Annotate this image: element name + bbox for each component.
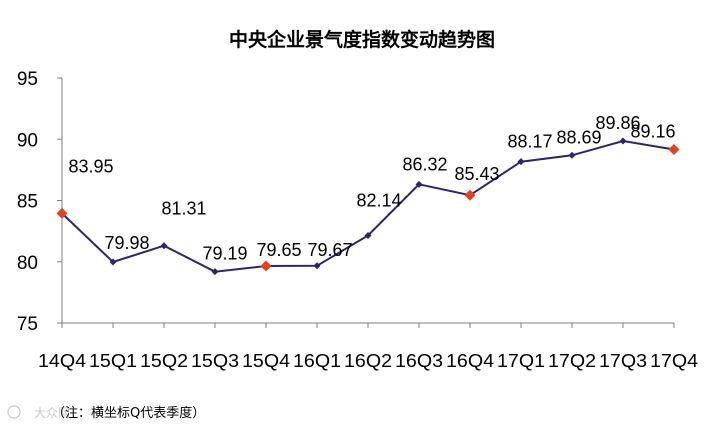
- highlight-marker: [260, 260, 272, 272]
- x-tick-label: 16Q2: [344, 351, 392, 371]
- y-tick-label: 75: [17, 314, 38, 335]
- data-label: 81.31: [161, 199, 206, 219]
- y-tick-label: 90: [17, 130, 38, 151]
- data-marker: [568, 151, 576, 159]
- highlight-marker: [668, 144, 680, 156]
- data-label: 88.17: [507, 132, 552, 152]
- data-label: 79.98: [104, 233, 149, 253]
- x-tick-label: 17Q3: [599, 351, 647, 371]
- watermark-text: 大众网: [34, 406, 70, 420]
- data-marker: [211, 268, 219, 276]
- x-tick-label: 17Q1: [497, 351, 545, 371]
- data-label: 83.95: [68, 156, 113, 176]
- watermark: 大众网: [7, 405, 70, 420]
- data-labels: 83.95 79.98 81.31 79.19 79.65 79.67 82.1486.32…: [68, 113, 675, 264]
- x-tick-label: 16Q4: [446, 351, 494, 371]
- data-markers: [56, 137, 680, 276]
- y-tick-label: 80: [17, 253, 38, 274]
- data-label: 88.69: [556, 127, 601, 147]
- data-marker: [619, 137, 627, 145]
- watermark-icon: [7, 405, 21, 419]
- axis-note: （注：横坐标Q代表季度）: [52, 405, 205, 421]
- x-tick-label: 15Q3: [191, 351, 239, 371]
- highlight-marker: [56, 207, 68, 219]
- data-marker: [517, 158, 525, 166]
- data-label: 89.86: [595, 113, 640, 133]
- data-label: 86.32: [402, 154, 447, 174]
- data-label: 79.65: [256, 240, 301, 260]
- x-tick-label: 17Q4: [650, 351, 698, 371]
- chart-title: 中央企业景气度指数变动趋势图: [229, 28, 495, 51]
- highlight-marker: [464, 189, 476, 201]
- data-marker: [109, 258, 117, 266]
- y-axis-ticks: 75 80 85 90 95: [17, 69, 62, 335]
- y-tick-label: 85: [17, 192, 38, 213]
- x-axis-ticks: 14Q4 15Q1 15Q2 15Q3 15Q4 16Q1 16Q2 16Q3 16Q4 17Q1…: [38, 323, 698, 371]
- data-marker: [313, 262, 321, 270]
- x-tick-label: 15Q4: [242, 351, 290, 371]
- x-tick-label: 14Q4: [38, 351, 86, 371]
- data-marker: [364, 232, 372, 240]
- data-marker: [415, 180, 423, 188]
- x-tick-label: 15Q1: [89, 351, 137, 371]
- x-tick-label: 16Q3: [395, 351, 443, 371]
- data-label: 82.14: [356, 191, 401, 211]
- y-tick-label: 95: [17, 69, 38, 90]
- x-tick-label: 17Q2: [548, 351, 596, 371]
- data-marker: [160, 242, 168, 250]
- data-label: 85.43: [454, 164, 499, 184]
- data-label: 79.67: [307, 240, 352, 260]
- data-label: 89.16: [630, 122, 675, 142]
- x-tick-label: 15Q2: [140, 351, 188, 371]
- x-tick-label: 16Q1: [293, 351, 341, 371]
- data-label: 79.19: [202, 244, 247, 264]
